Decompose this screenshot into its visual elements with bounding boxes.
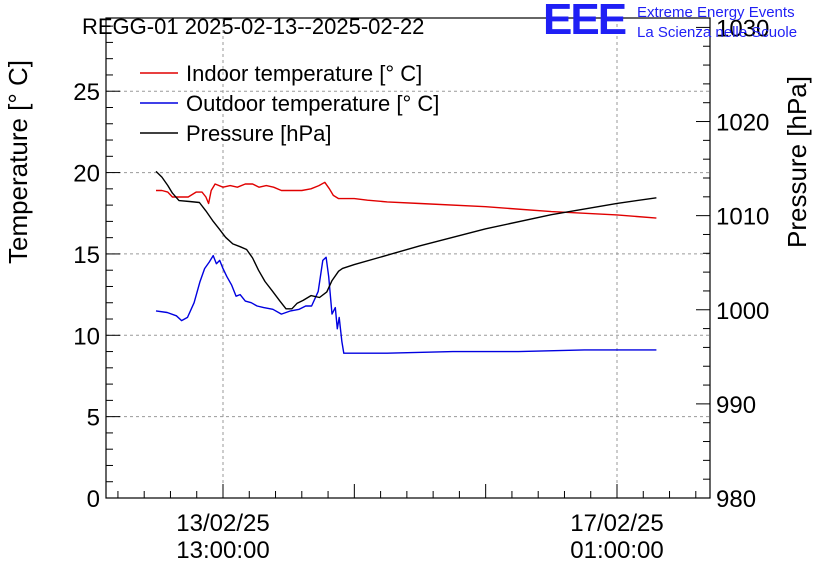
pressure-line	[155, 170, 657, 310]
x-tick-time: 01:00:00	[570, 537, 663, 564]
y-tick-label: 20	[73, 161, 100, 188]
left-temperature-axis: 0 5 10 15 20 25	[73, 25, 120, 513]
y-tick-label: 5	[87, 405, 100, 432]
y2-tick-label: 1020	[716, 110, 769, 137]
grid-lines	[106, 18, 710, 498]
legend: Indoor temperature [° C] Outdoor temperat…	[140, 61, 439, 146]
y2-tick-label: 1000	[716, 298, 769, 325]
y2-tick-label: 990	[716, 392, 756, 419]
legend-label: Outdoor temperature [° C]	[186, 91, 439, 116]
data-series	[155, 170, 657, 354]
outdoor-temperature-line	[155, 254, 657, 354]
y-axis-label: Temperature [° C]	[3, 60, 33, 264]
plot-frame	[105, 17, 711, 499]
x-tick-date: 13/02/25	[176, 510, 269, 537]
logo-line-2: La Scienza nelle Scuole	[637, 24, 798, 41]
y2-tick-label: 1010	[716, 204, 769, 231]
right-pressure-axis: 980 990 1000 1010 1020 1030	[696, 15, 769, 513]
eee-logo-mark: EEE	[543, 0, 627, 44]
x-tick-date: 17/02/25	[570, 510, 663, 537]
x-tick-time: 13:00:00	[176, 537, 269, 564]
legend-label: Pressure [hPa]	[186, 121, 332, 146]
indoor-temperature-line	[156, 181, 657, 219]
y2-axis-label: Pressure [hPa]	[782, 76, 812, 248]
logo-line-1: Extreme Energy Events	[637, 4, 795, 21]
y-tick-label: 15	[73, 242, 100, 269]
y-tick-label: 10	[73, 323, 100, 350]
y-tick-label: 25	[73, 79, 100, 106]
y-tick-label: 0	[87, 486, 100, 513]
y2-tick-label: 1030	[716, 15, 769, 42]
y2-tick-label: 980	[716, 486, 756, 513]
legend-label: Indoor temperature [° C]	[186, 61, 422, 86]
